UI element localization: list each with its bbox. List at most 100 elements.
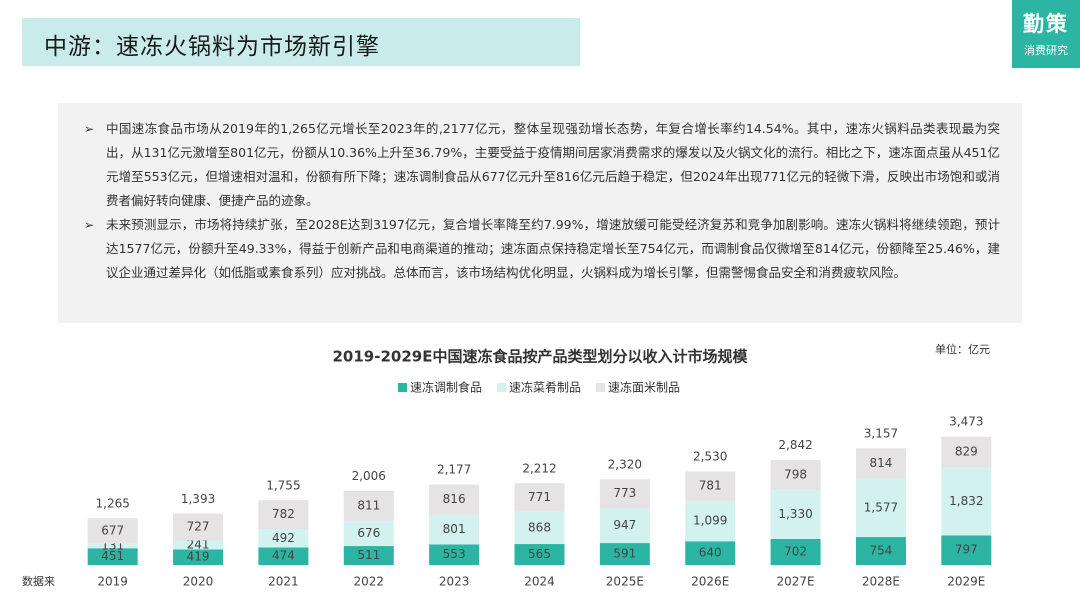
summary-box: ➢ 中国速冻食品市场从2019年的1,265亿元增长至2023年的,2177亿元，… — [58, 103, 1022, 323]
bar-segment — [599, 479, 650, 508]
total-label: 2,212 — [522, 461, 556, 475]
bar-segment — [685, 471, 736, 501]
value-label: 1,330 — [778, 507, 812, 521]
value-label: 492 — [272, 531, 295, 545]
legend-swatch — [398, 383, 407, 392]
bar-segment — [599, 507, 650, 544]
bar-segment — [514, 483, 565, 512]
x-tick-label: 2019 — [97, 575, 128, 589]
x-tick-label: 2025E — [606, 575, 644, 589]
logo-main: 勤策 — [1023, 12, 1069, 36]
unit-label: 单位：亿元 — [935, 342, 990, 356]
bar-segment — [258, 547, 309, 565]
total-label: 3,473 — [949, 415, 983, 429]
total-label: 1,755 — [266, 478, 300, 492]
value-label: 591 — [613, 547, 636, 561]
bar-segment — [855, 448, 906, 479]
bar-segment — [770, 538, 821, 565]
value-label: 419 — [187, 550, 210, 564]
total-label: 3,157 — [864, 426, 898, 440]
value-label: 677 — [101, 523, 124, 537]
source-label: 数据来 — [22, 574, 55, 588]
value-label: 1,577 — [864, 500, 898, 514]
bar-segment — [685, 541, 736, 565]
bar-segment — [173, 549, 224, 565]
total-label: 2,006 — [352, 469, 386, 483]
x-tick-label: 2029E — [947, 575, 985, 589]
total-label: 2,177 — [437, 463, 471, 477]
bullet: ➢ 未来预测显示，市场将持续扩张，至2028E达到3197亿元，复合增长率降至约7… — [84, 213, 1000, 285]
total-label: 1,265 — [96, 497, 130, 511]
bar-segment — [258, 529, 309, 548]
x-tick-label: 2026E — [691, 575, 729, 589]
bar-segment — [599, 543, 650, 565]
chart-title: 2019-2029E中国速冻食品按产品类型划分以收入计市场规模 — [333, 348, 749, 366]
legend-swatch — [497, 383, 506, 392]
bullet-marker: ➢ — [84, 218, 95, 232]
value-label: 727 — [187, 520, 210, 534]
bar-segment — [770, 459, 821, 490]
value-label: 868 — [528, 520, 551, 534]
bullet: ➢ 中国速冻食品市场从2019年的1,265亿元增长至2023年的,2177亿元，… — [84, 117, 1000, 213]
value-label: 801 — [443, 522, 466, 536]
value-label: 451 — [101, 549, 124, 563]
value-label: 781 — [699, 478, 722, 492]
bar-segment — [514, 511, 565, 545]
value-label: 676 — [357, 526, 380, 540]
bar-segment — [770, 489, 821, 539]
total-label: 2,530 — [693, 450, 727, 464]
bar-segment — [685, 500, 736, 542]
bar-segment — [941, 467, 992, 536]
legend-label: 速冻菜肴制品 — [509, 380, 581, 395]
bar-segment — [258, 500, 309, 530]
header-title: 中游：速冻火锅料为市场新引擎 — [44, 34, 380, 60]
value-label: 640 — [699, 546, 722, 560]
logo-sub: 消费研究 — [1024, 44, 1068, 57]
x-tick-label: 2028E — [862, 575, 900, 589]
bar-segment — [343, 520, 394, 547]
value-label: 1,832 — [949, 494, 983, 508]
value-label: 553 — [443, 547, 466, 561]
value-label: 565 — [528, 547, 551, 561]
value-label: 816 — [443, 492, 466, 506]
logo: 勤策 消费研究 — [1012, 0, 1080, 68]
x-tick-label: 2023 — [439, 575, 470, 589]
value-label: 474 — [272, 549, 295, 563]
header-banner: 中游：速冻火锅料为市场新引擎 — [22, 18, 580, 66]
legend-label: 速冻面米制品 — [608, 380, 680, 395]
value-label: 829 — [955, 445, 978, 459]
value-label: 947 — [613, 518, 636, 532]
value-label: 241 — [187, 537, 210, 551]
x-tick-label: 2024 — [524, 575, 555, 589]
value-label: 782 — [272, 507, 295, 521]
bar-segment — [429, 514, 480, 545]
bar-segment — [429, 484, 480, 515]
bullet-text: 中国速冻食品市场从2019年的1,265亿元增长至2023年的,2177亿元，整… — [106, 121, 1000, 208]
legend-label: 速冻调制食品 — [410, 380, 482, 395]
bar-segment — [343, 546, 394, 565]
bar-segment — [173, 540, 224, 550]
total-label: 1,393 — [181, 492, 215, 506]
value-label: 797 — [955, 543, 978, 557]
bar-segment — [941, 436, 992, 468]
bar-segment — [514, 544, 565, 565]
total-label: 2,842 — [778, 438, 812, 452]
bar-segment — [87, 548, 138, 565]
x-tick-label: 2027E — [777, 575, 815, 589]
value-label: 702 — [784, 544, 807, 558]
bullet-text: 未来预测显示，市场将持续扩张，至2028E达到3197亿元，复合增长率降至约7.… — [106, 217, 1000, 280]
bullet-marker: ➢ — [84, 122, 95, 136]
value-label: 771 — [528, 490, 551, 504]
bar-segment — [173, 513, 224, 541]
value-label: 798 — [784, 467, 807, 481]
bar-segment — [87, 543, 138, 549]
value-label: 811 — [357, 498, 380, 512]
bar-segment — [941, 535, 992, 565]
bar-segment — [343, 490, 394, 521]
bar-segment — [429, 544, 480, 565]
value-label: 754 — [870, 544, 893, 558]
x-tick-label: 2022 — [353, 575, 384, 589]
value-label: 1,099 — [693, 513, 727, 527]
